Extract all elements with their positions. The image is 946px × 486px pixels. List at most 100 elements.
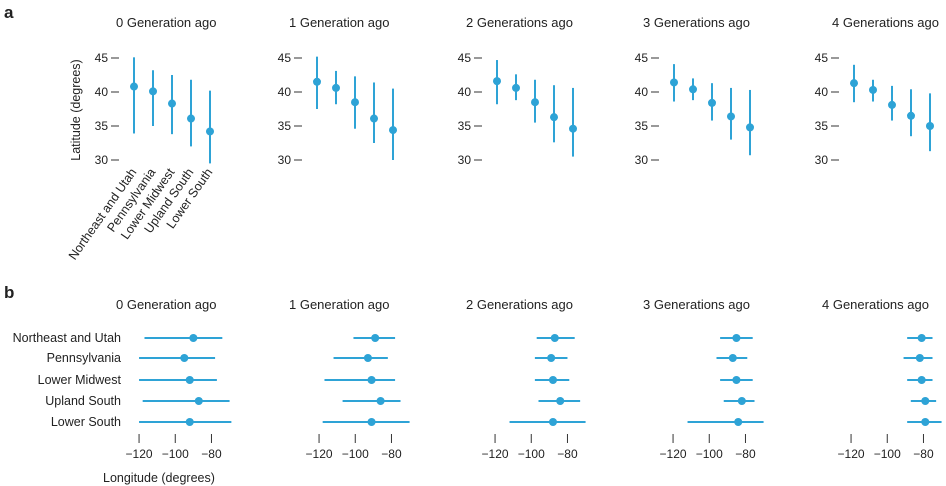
panel-b-category-label-3: Upland South xyxy=(45,394,121,408)
panel-a-point-0-2 xyxy=(168,99,176,108)
panel-a-point-0-0 xyxy=(130,82,138,91)
panel-a-ytick-label-0: 35 xyxy=(95,119,109,133)
panel-a-ytick-label-0: 45 xyxy=(95,51,109,65)
panel-a-point-2-2 xyxy=(531,98,539,107)
panel-b-point-2-1 xyxy=(547,354,556,362)
panel-a-point-1-1 xyxy=(332,83,340,92)
panel-b-point-2-4 xyxy=(548,418,557,426)
panel-b-xtick-label-2: −80 xyxy=(557,447,578,461)
panel-a-ytick-label-0: 30 xyxy=(95,153,109,167)
panel-a-ytick-label-2: 35 xyxy=(458,119,472,133)
panel-b-xtick-label-0: −80 xyxy=(201,447,222,461)
panel-a-point-2-3 xyxy=(550,113,558,122)
panel-a-point-0-3 xyxy=(187,114,195,123)
panel-a-point-4-3 xyxy=(907,111,915,120)
panel-b-point-4-1 xyxy=(915,354,924,362)
panel-a-ytick-label-3: 35 xyxy=(635,119,649,133)
panel-label-a: a xyxy=(4,3,14,22)
panel-a-ytick-label-0: 40 xyxy=(95,85,109,99)
panel-a-ytick-label-1: 30 xyxy=(278,153,292,167)
panel-a-title-3: 3 Generations ago xyxy=(643,15,750,30)
panel-a-title-1: 1 Generation ago xyxy=(289,15,389,30)
panel-b-category-label-1: Pennsylvania xyxy=(47,351,121,365)
panel-b-point-4-0 xyxy=(917,334,926,342)
panel-b-xtick-label-1: −120 xyxy=(306,447,333,461)
panel-b-point-3-4 xyxy=(734,418,743,426)
panel-a-title-4: 4 Generations ago xyxy=(832,15,939,30)
panel-b-category-label-2: Lower Midwest xyxy=(38,373,122,387)
panel-a-point-4-4 xyxy=(926,122,934,130)
panel-b-xtick-label-3: −100 xyxy=(696,447,723,461)
panel-b-point-0-3 xyxy=(194,397,203,405)
panel-a-point-2-0 xyxy=(493,77,501,86)
panel-b-category-label-0: Northeast and Utah xyxy=(13,331,121,345)
panel-b-point-2-2 xyxy=(548,376,557,384)
panel-label-b: b xyxy=(4,283,14,302)
panel-a-ytick-label-4: 45 xyxy=(815,51,829,65)
panel-a-ytick-label-3: 30 xyxy=(635,153,649,167)
panel-b-point-0-2 xyxy=(185,376,194,384)
panel-a-point-1-0 xyxy=(313,77,321,86)
panel-b-point-1-0 xyxy=(371,334,380,342)
panel-a-ytick-label-2: 45 xyxy=(458,51,472,65)
panel-a-title-2: 2 Generations ago xyxy=(466,15,573,30)
panel-b-xtick-label-1: −100 xyxy=(342,447,369,461)
panel-b-point-2-3 xyxy=(556,397,565,405)
panel-a-point-3-2 xyxy=(708,98,716,107)
panel-b-xtick-label-0: −120 xyxy=(126,447,153,461)
panel-b-point-0-1 xyxy=(180,354,189,362)
panel-a-point-3-1 xyxy=(689,85,697,94)
panel-a-point-3-0 xyxy=(670,78,678,87)
panel-b-title-3: 3 Generations ago xyxy=(643,297,750,312)
panel-b-xtick-label-3: −80 xyxy=(735,447,756,461)
panel-b-point-0-0 xyxy=(189,334,198,342)
panel-b-xtick-label-2: −100 xyxy=(518,447,545,461)
panel-a-point-1-3 xyxy=(370,114,378,123)
panel-b-xtick-label-4: −120 xyxy=(838,447,865,461)
panel-a-point-1-2 xyxy=(351,98,359,107)
panel-b-point-1-2 xyxy=(367,376,376,384)
panel-a-ytick-label-3: 40 xyxy=(635,85,649,99)
panel-a-point-2-4 xyxy=(569,124,577,133)
panel-a-point-3-3 xyxy=(727,112,735,121)
panel-a: 0 Generation ago 30 35 40 45 1 Generation ago… xyxy=(66,15,939,263)
panel-b-point-3-2 xyxy=(732,376,741,384)
panel-b-xtick-label-4: −100 xyxy=(874,447,901,461)
panel-a-ytick-label-4: 35 xyxy=(815,119,829,133)
panel-b-category-label-4: Lower South xyxy=(51,415,121,429)
panel-b-xtick-label-1: −80 xyxy=(381,447,402,461)
panel-b-point-1-4 xyxy=(367,418,376,426)
panel-b-point-4-4 xyxy=(921,418,930,426)
panel-a-ytick-label-4: 40 xyxy=(815,85,829,99)
panel-b-xlabel: Longitude (degrees) xyxy=(103,471,215,485)
panel-a-point-4-2 xyxy=(888,100,896,109)
panel-a-point-3-4 xyxy=(746,123,754,132)
panel-a-ytick-label-1: 45 xyxy=(278,51,292,65)
panel-a-title-0: 0 Generation ago xyxy=(116,15,216,30)
panel-a-point-2-1 xyxy=(512,83,520,92)
panel-b-xtick-label-3: −120 xyxy=(660,447,687,461)
panel-a-ytick-label-2: 30 xyxy=(458,153,472,167)
panel-b-point-2-0 xyxy=(550,334,559,342)
panel-b-xtick-label-4: −80 xyxy=(913,447,934,461)
panel-b-point-1-3 xyxy=(376,397,385,405)
panel-a-ytick-label-1: 35 xyxy=(278,119,292,133)
panel-b-title-0: 0 Generation ago xyxy=(116,297,216,312)
panel-b-point-3-0 xyxy=(732,334,741,342)
panel-a-point-0-4 xyxy=(206,127,214,136)
panel-a-ytick-label-1: 40 xyxy=(278,85,292,99)
panel-b: 0 Generation ago −120 −100 −80 1 Generation … xyxy=(13,297,942,485)
panel-b-title-1: 1 Generation ago xyxy=(289,297,389,312)
panel-b-point-4-3 xyxy=(921,397,930,405)
panel-b-xtick-label-2: −120 xyxy=(482,447,509,461)
panel-b-point-3-1 xyxy=(728,354,737,362)
panel-b-point-3-3 xyxy=(737,397,746,405)
panel-b-point-0-4 xyxy=(185,418,194,426)
panel-b-point-1-1 xyxy=(363,354,372,362)
panel-a-point-1-4 xyxy=(389,126,397,135)
panel-a-ytick-label-2: 40 xyxy=(458,85,472,99)
panel-a-point-0-1 xyxy=(149,87,157,96)
panel-b-point-4-2 xyxy=(917,376,926,384)
panel-a-point-4-0 xyxy=(850,79,858,88)
